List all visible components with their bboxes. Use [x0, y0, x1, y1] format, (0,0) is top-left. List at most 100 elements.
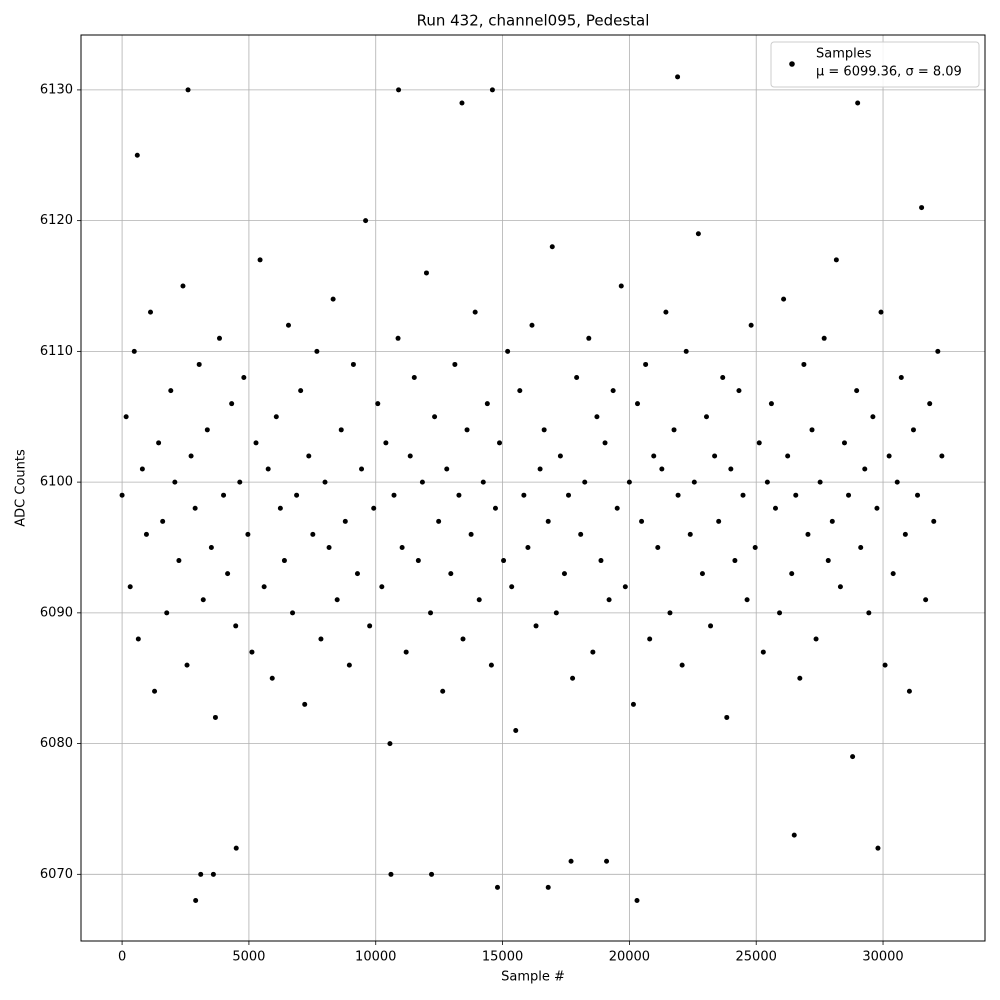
point — [273, 414, 279, 420]
point — [906, 688, 912, 694]
points — [119, 74, 945, 903]
point — [494, 884, 500, 890]
point — [630, 701, 636, 707]
x-tick-label: 20000 — [609, 950, 650, 965]
point — [927, 401, 933, 407]
point — [484, 401, 490, 407]
point — [663, 309, 669, 315]
y-tick-label: 6090 — [40, 605, 73, 620]
point — [472, 309, 478, 315]
point — [594, 414, 600, 420]
y-axis-label: ADC Counts — [14, 449, 29, 527]
point — [338, 427, 344, 433]
point — [521, 492, 527, 498]
point — [298, 388, 304, 394]
point — [647, 636, 653, 642]
point — [850, 754, 856, 760]
point — [135, 636, 141, 642]
point — [837, 584, 843, 590]
point — [915, 492, 921, 498]
point — [354, 571, 360, 577]
point — [444, 466, 450, 472]
point — [294, 492, 300, 498]
point — [460, 636, 466, 642]
point — [736, 388, 742, 394]
point — [833, 257, 839, 263]
point — [529, 322, 535, 328]
point — [817, 479, 823, 485]
point — [886, 453, 892, 459]
point — [651, 453, 657, 459]
point — [679, 662, 685, 668]
point — [622, 584, 628, 590]
point — [253, 440, 259, 446]
point — [671, 427, 677, 433]
point — [890, 571, 896, 577]
point — [598, 558, 604, 564]
point — [281, 558, 287, 564]
point — [367, 623, 373, 629]
point — [395, 335, 401, 341]
point — [363, 218, 369, 224]
point — [322, 479, 328, 485]
grid — [81, 35, 985, 941]
point — [566, 492, 572, 498]
plot-frame — [80, 34, 986, 942]
point — [764, 479, 770, 485]
point — [221, 492, 227, 498]
point — [910, 427, 916, 433]
point — [691, 479, 697, 485]
point — [675, 492, 681, 498]
point — [659, 466, 665, 472]
point — [805, 531, 811, 537]
point — [184, 662, 190, 668]
point — [225, 571, 231, 577]
point — [241, 375, 247, 381]
point — [699, 571, 705, 577]
point — [139, 466, 145, 472]
point — [752, 544, 758, 550]
point — [497, 440, 503, 446]
point — [841, 440, 847, 446]
point — [870, 414, 876, 420]
point — [480, 479, 486, 485]
point — [797, 675, 803, 681]
point — [492, 505, 498, 511]
point — [720, 375, 726, 381]
point — [618, 283, 624, 289]
point — [570, 675, 576, 681]
point — [643, 361, 649, 367]
point — [541, 427, 547, 433]
point — [855, 100, 861, 106]
point — [379, 584, 385, 590]
point — [399, 544, 405, 550]
point — [429, 871, 435, 877]
point — [164, 610, 170, 616]
point — [160, 518, 166, 524]
point — [383, 440, 389, 446]
point — [557, 453, 563, 459]
point — [310, 531, 316, 537]
point — [285, 322, 291, 328]
point — [768, 401, 774, 407]
point — [545, 884, 551, 890]
point — [131, 348, 137, 354]
point — [708, 623, 714, 629]
x-tick-label: 10000 — [355, 950, 396, 965]
point — [931, 518, 937, 524]
point — [882, 662, 888, 668]
point — [740, 492, 746, 498]
point — [505, 348, 511, 354]
y-tick-label: 6100 — [40, 475, 73, 490]
x-tick-label: 30000 — [862, 950, 903, 965]
point — [212, 714, 218, 720]
point — [501, 558, 507, 564]
point — [825, 558, 831, 564]
point — [306, 453, 312, 459]
point — [748, 322, 754, 328]
y-tick-label: 6130 — [40, 82, 73, 97]
point — [436, 518, 442, 524]
point — [898, 375, 904, 381]
point — [459, 100, 465, 106]
